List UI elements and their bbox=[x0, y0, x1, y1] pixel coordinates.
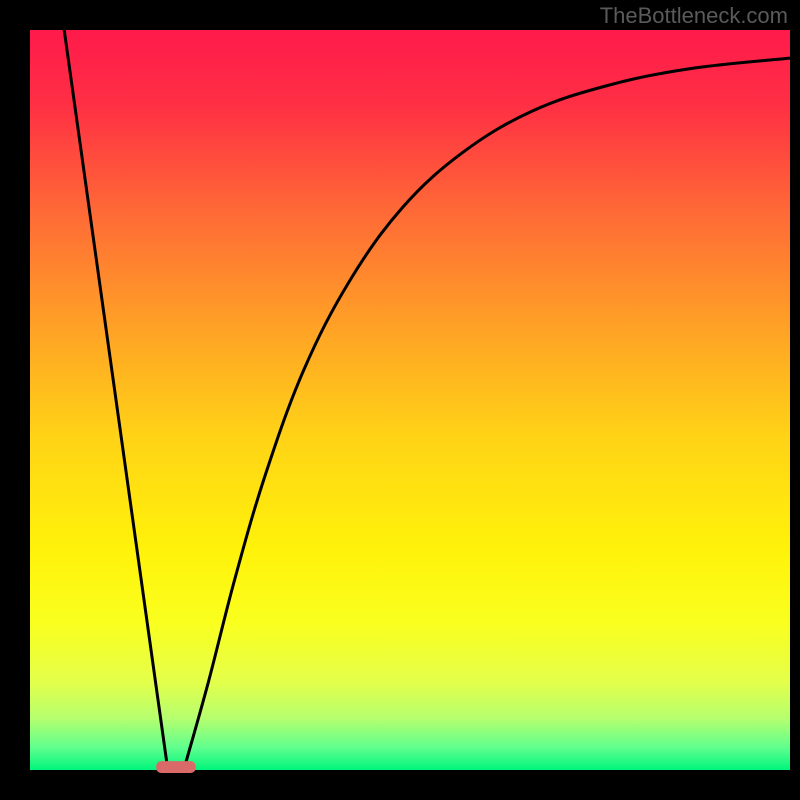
chart-container: TheBottleneck.com bbox=[0, 0, 800, 800]
plot-svg bbox=[0, 0, 800, 800]
curve-left-branch bbox=[64, 30, 167, 763]
curve-right-branch bbox=[186, 58, 790, 762]
optimal-marker bbox=[156, 761, 196, 773]
